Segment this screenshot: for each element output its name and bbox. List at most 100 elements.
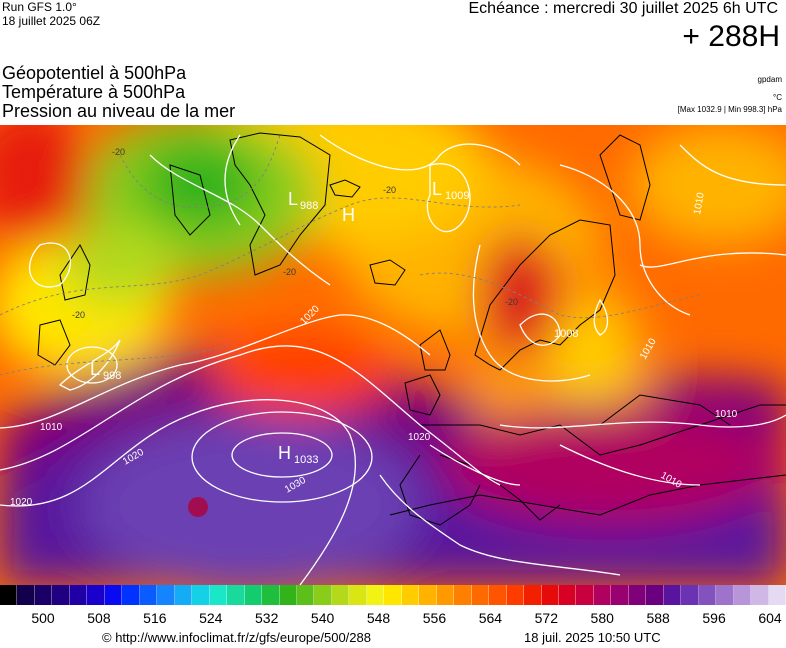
isotherm-label: -20 bbox=[505, 297, 518, 307]
color-scale-tick: 516 bbox=[143, 610, 167, 626]
color-scale-swatch bbox=[541, 585, 559, 605]
color-scale-swatch bbox=[559, 585, 577, 605]
color-scale-swatch bbox=[751, 585, 769, 605]
pressure-range: [Max 1032.9 | Min 998.3] hPa bbox=[677, 105, 782, 114]
color-scale-swatch bbox=[349, 585, 367, 605]
color-scale-swatch bbox=[366, 585, 385, 605]
color-scale-tick: 548 bbox=[366, 610, 391, 626]
color-scale-swatch bbox=[17, 585, 35, 605]
high-pressure-value: 1033 bbox=[294, 454, 318, 466]
low-pressure-value: 1009 bbox=[445, 190, 469, 202]
color-scale-swatch bbox=[227, 585, 245, 605]
color-scale-swatch bbox=[87, 585, 105, 605]
color-scale-tick: 588 bbox=[646, 610, 670, 626]
color-scale-swatch bbox=[279, 585, 297, 605]
forecast-valid-time: Echéance : mercredi 30 juillet 2025 6h U… bbox=[468, 0, 779, 17]
color-scale-tick: 556 bbox=[422, 610, 447, 626]
color-scale-swatch bbox=[611, 585, 629, 605]
color-scale-swatch bbox=[524, 585, 542, 605]
isobar-label: 1010 bbox=[715, 409, 738, 420]
color-scale-tick: 572 bbox=[534, 610, 558, 626]
color-scale-swatch bbox=[663, 585, 682, 605]
isotherm-label: -20 bbox=[383, 185, 396, 195]
isotherm-label: -20 bbox=[112, 147, 125, 157]
isobar-label: 1010 bbox=[692, 191, 707, 215]
isotherm-label: -20 bbox=[72, 310, 85, 320]
color-scale-tick: 580 bbox=[590, 610, 614, 626]
low-pressure-marker: L bbox=[90, 359, 100, 379]
color-scale-swatch bbox=[436, 585, 455, 605]
color-scale-swatch bbox=[506, 585, 525, 605]
render-timestamp: 18 juil. 2025 10:50 UTC bbox=[524, 630, 661, 645]
high-pressure-marker: H bbox=[278, 443, 291, 463]
color-scale-swatch bbox=[69, 585, 88, 605]
color-scale-swatch bbox=[104, 585, 123, 605]
color-scale-swatch bbox=[34, 585, 53, 605]
color-scale-tick: 524 bbox=[199, 610, 223, 626]
low-pressure-value: 998 bbox=[103, 370, 121, 382]
title-pressure: Pression au niveau de la mer bbox=[2, 101, 236, 121]
color-scale-swatch bbox=[419, 585, 437, 605]
forecast-hour: + 288H bbox=[682, 20, 780, 53]
color-scale-swatch bbox=[0, 585, 18, 605]
color-scale-swatch bbox=[733, 585, 752, 605]
low-pressure-value: 988 bbox=[300, 200, 318, 212]
color-scale-swatch bbox=[262, 585, 280, 605]
run-info: Run GFS 1.0° 18 juillet 2025 06Z bbox=[2, 0, 100, 28]
color-scale-tick: 532 bbox=[255, 610, 279, 626]
weather-map: H 1033 L 998 L 1009 1008 H L 988 1010 10… bbox=[0, 125, 786, 585]
color-scale-tick: 500 bbox=[31, 610, 55, 626]
pressure-isobars bbox=[0, 134, 786, 585]
color-scale-swatch bbox=[139, 585, 158, 605]
color-scale-swatch bbox=[384, 585, 402, 605]
title-geopotential: Géopotentiel à 500hPa bbox=[2, 63, 187, 83]
color-scale-swatch bbox=[698, 585, 717, 605]
color-scale-swatch bbox=[52, 585, 70, 605]
color-scale-tick: 508 bbox=[87, 610, 111, 626]
color-scale-swatch bbox=[593, 585, 612, 605]
isobar-label: 1010 bbox=[40, 422, 63, 433]
color-scale-swatch bbox=[122, 585, 140, 605]
run-model: Run GFS 1.0° bbox=[2, 0, 77, 14]
color-scale-swatch bbox=[489, 585, 507, 605]
color-scale bbox=[0, 585, 786, 607]
color-scale-tick: 604 bbox=[758, 610, 782, 626]
low-pressure-value: 1008 bbox=[554, 328, 578, 340]
color-scale-tick: 564 bbox=[478, 610, 503, 626]
color-scale-swatch bbox=[244, 585, 263, 605]
color-scale-swatch bbox=[401, 585, 420, 605]
color-scale-swatch bbox=[576, 585, 594, 605]
color-scale-swatch bbox=[681, 585, 699, 605]
coastlines bbox=[37, 132, 786, 526]
high-pressure-marker: H bbox=[342, 205, 355, 225]
color-scale-swatch bbox=[331, 585, 350, 605]
color-scale-swatch bbox=[192, 585, 210, 605]
units-block: gpdam °C [Max 1032.9 | Min 998.3] hPa bbox=[678, 74, 782, 116]
color-scale-swatch bbox=[314, 585, 332, 605]
color-scale-swatch bbox=[768, 585, 786, 605]
unit-geopotential: gpdam bbox=[757, 75, 782, 84]
low-pressure-marker: L bbox=[288, 189, 298, 209]
color-scale-swatch bbox=[454, 585, 472, 605]
map-titles: Géopotentiel à 500hPa Température à 500h… bbox=[2, 64, 235, 121]
color-scale-swatch bbox=[174, 585, 193, 605]
title-temperature: Température à 500hPa bbox=[2, 82, 186, 102]
low-pressure-marker: L bbox=[432, 179, 442, 199]
isotherm-label: -20 bbox=[283, 267, 296, 277]
color-scale-swatch bbox=[209, 585, 228, 605]
color-scale-swatch bbox=[471, 585, 490, 605]
color-scale-swatch bbox=[296, 585, 315, 605]
temperature-isotherms bbox=[0, 134, 701, 376]
color-scale-swatch bbox=[157, 585, 175, 605]
unit-temperature: °C bbox=[773, 93, 782, 102]
color-scale-swatch bbox=[646, 585, 664, 605]
color-scale-tick: 596 bbox=[702, 610, 726, 626]
geopotential-field bbox=[0, 125, 786, 585]
color-scale-tick: 540 bbox=[310, 610, 335, 626]
color-scale-ticks: 500 508 516 524 532 540 548 556 564 572 580 588 596 6… bbox=[0, 610, 786, 628]
isobar-label: 1020 bbox=[408, 432, 431, 443]
color-scale-swatch bbox=[628, 585, 647, 605]
source-credit: © http://www.infoclimat.fr/z/gfs/europe/… bbox=[102, 630, 371, 645]
isobar-label: 1020 bbox=[10, 497, 33, 508]
run-date: 18 juillet 2025 06Z bbox=[2, 14, 101, 28]
